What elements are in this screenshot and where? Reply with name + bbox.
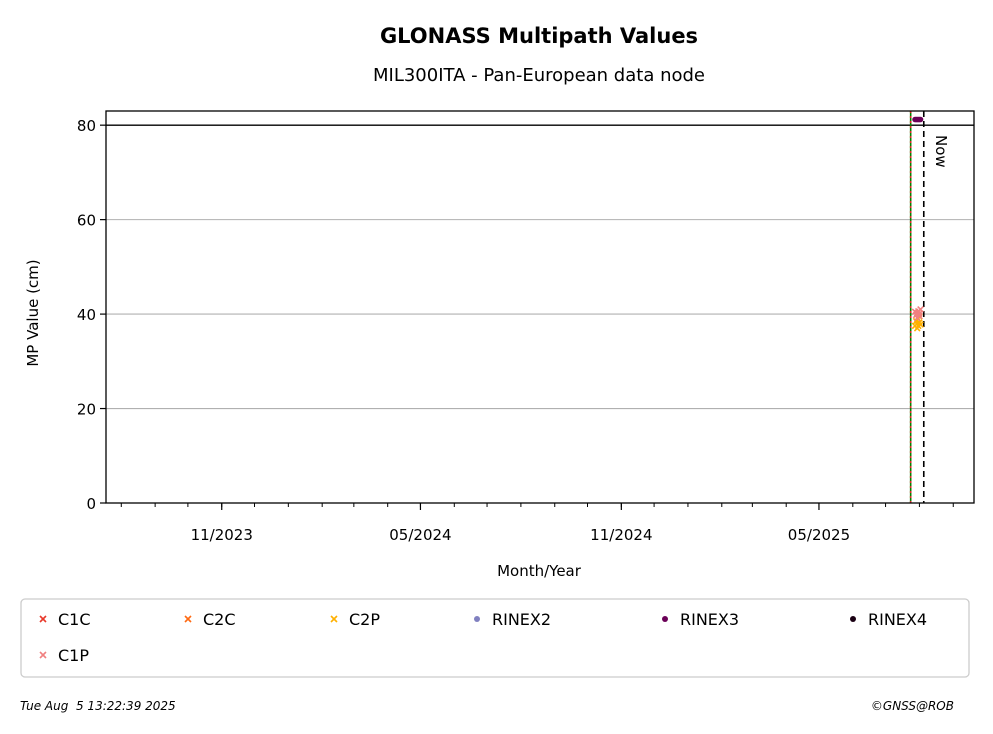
footer-timestamp: Tue Aug 5 13:22:39 2025 xyxy=(20,699,176,713)
legend-box xyxy=(20,598,970,678)
legend-marker-rinex4 xyxy=(850,616,856,622)
y-tick-label: 80 xyxy=(77,117,96,135)
x-tick-label: 11/2024 xyxy=(590,526,652,544)
data-points xyxy=(911,116,924,332)
x-axis-label: Month/Year xyxy=(497,562,582,580)
legend-label-c2c: C2C xyxy=(203,610,236,629)
legend-marker-c1p xyxy=(39,651,47,659)
legend-label-rinex2: RINEX2 xyxy=(492,610,551,629)
now-label: Now xyxy=(932,135,950,168)
data-point-c1p xyxy=(916,312,923,320)
legend-label-c1p: C1P xyxy=(58,646,89,665)
vertical-marker-lines: Now xyxy=(909,111,950,503)
x-tick-label: 11/2023 xyxy=(191,526,253,544)
data-point-rinex3 xyxy=(917,116,924,123)
data-point-c2p xyxy=(917,321,924,328)
legend-marker-rinex2 xyxy=(474,616,480,622)
y-tick-label: 60 xyxy=(77,212,96,230)
legend-marker-rinex3 xyxy=(662,616,668,622)
legend-marker-c2p xyxy=(330,615,338,623)
grid-lines xyxy=(106,124,974,410)
legend-label-c2p: C2P xyxy=(349,610,380,629)
footer-credit: ©GNSS@ROB xyxy=(871,699,954,713)
legend-marker-c1c xyxy=(39,615,47,623)
legend-label-rinex4: RINEX4 xyxy=(868,610,927,629)
data-point-c1p xyxy=(917,305,924,313)
chart-subtitle: MIL300ITA - Pan-European data node xyxy=(373,65,705,86)
legend-label-c1c: C1C xyxy=(58,610,91,629)
legend: C1C C2C C2P RINEX2 RINEX3 RINEX4 C1P xyxy=(39,610,927,665)
plot-frame xyxy=(105,110,975,504)
y-tick-label: 0 xyxy=(86,495,96,513)
x-tick-label: 05/2024 xyxy=(389,526,451,544)
y-tick-label: 20 xyxy=(77,401,96,419)
y-axis-ticks: 0 20 40 60 80 xyxy=(77,117,106,513)
y-axis-label: MP Value (cm) xyxy=(24,259,42,366)
legend-marker-c2c xyxy=(184,615,192,623)
x-tick-label: 05/2025 xyxy=(788,526,850,544)
x-axis-ticks: 11/2023 05/2024 11/2024 05/2025 xyxy=(120,503,954,544)
legend-label-rinex3: RINEX3 xyxy=(680,610,739,629)
chart-title: GLONASS Multipath Values xyxy=(380,24,698,48)
y-tick-label: 40 xyxy=(77,306,96,324)
